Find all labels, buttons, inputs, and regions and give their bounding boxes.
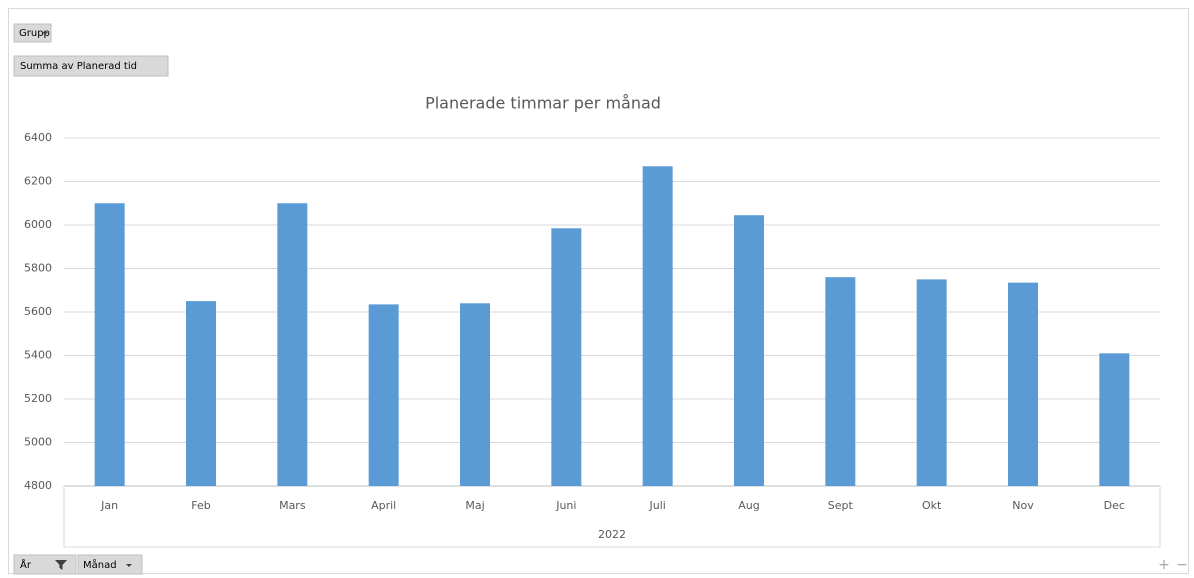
- bar: [277, 203, 308, 486]
- bar: [734, 215, 764, 486]
- x-tick-label: Feb: [191, 499, 210, 512]
- y-tick-label: 6200: [24, 175, 52, 188]
- expand-button[interactable]: +: [1158, 557, 1170, 573]
- bar: [642, 166, 673, 486]
- y-tick-label: 5400: [24, 349, 52, 362]
- x-tick-label: April: [371, 499, 396, 512]
- x-tick-label: Juli: [649, 499, 666, 512]
- y-tick-label: 5800: [24, 262, 52, 275]
- values-field-label: Summa av Planerad tid: [20, 61, 137, 72]
- month-field-button[interactable]: [77, 554, 143, 575]
- bar: [825, 277, 856, 486]
- x-tick-label: Okt: [922, 499, 942, 512]
- values-field-button[interactable]: [13, 55, 169, 77]
- collapse-button[interactable]: −: [1176, 557, 1188, 573]
- y-tick-label: 5600: [24, 305, 52, 318]
- x-tick-label: Jan: [100, 499, 118, 512]
- bar: [94, 203, 125, 486]
- x-tick-label: Aug: [738, 499, 759, 512]
- x-tick-label: Nov: [1012, 499, 1034, 512]
- year-field-button[interactable]: [13, 554, 77, 575]
- legend-field-button[interactable]: [13, 23, 52, 43]
- bar: [551, 228, 582, 486]
- bar: [916, 279, 947, 486]
- year-field-label: År: [20, 558, 32, 571]
- bar: [460, 303, 490, 486]
- x-tick-label: Dec: [1104, 499, 1125, 512]
- x-group-label: 2022: [598, 528, 626, 541]
- filter-icon: [55, 560, 67, 570]
- legend-field-label: Grupp: [19, 28, 50, 39]
- y-tick-label: 6000: [24, 218, 52, 231]
- bar: [186, 301, 216, 486]
- bar: [1099, 353, 1130, 486]
- y-tick-label: 4800: [24, 479, 52, 492]
- x-tick-label: Juni: [555, 499, 576, 512]
- x-tick-label: Sept: [828, 499, 854, 512]
- y-tick-label: 5200: [24, 392, 52, 405]
- x-tick-label: Maj: [465, 499, 484, 512]
- x-tick-label: Mars: [279, 499, 306, 512]
- dropdown-arrow: [42, 32, 48, 35]
- bar: [1008, 282, 1038, 486]
- month-field-label: Månad: [83, 558, 117, 571]
- chart-title: Planerade timmar per månad: [425, 94, 661, 113]
- y-tick-label: 6400: [24, 131, 52, 144]
- y-tick-label: 5000: [24, 436, 52, 449]
- bar: [368, 304, 399, 486]
- dropdown-arrow: [126, 564, 132, 567]
